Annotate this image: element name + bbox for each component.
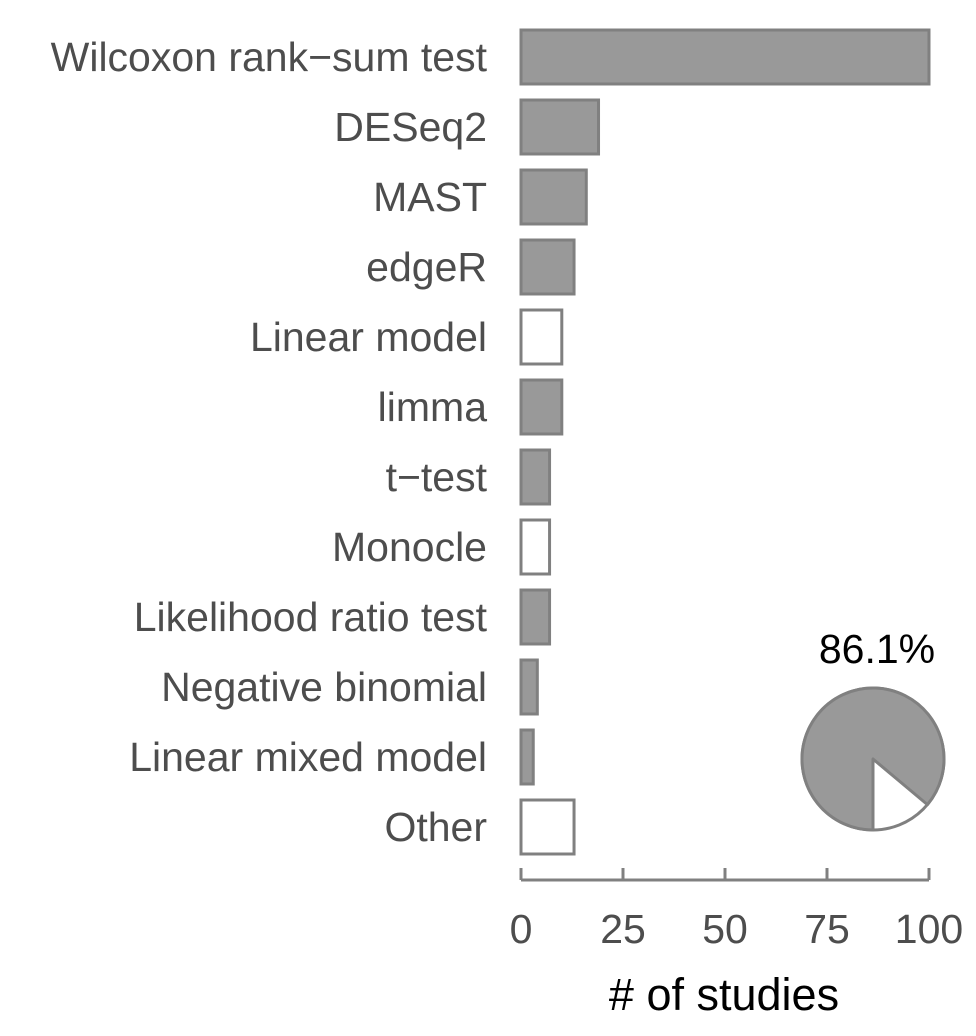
category-label: Negative binomial (161, 664, 487, 710)
inset-pie-chart: 86.1% (800, 626, 946, 832)
category-label: Wilcoxon rank−sum test (51, 34, 488, 80)
category-label: Monocle (332, 524, 487, 570)
bar (519, 378, 564, 436)
x-tick-label: 25 (600, 906, 646, 952)
bar (519, 308, 564, 366)
bar (519, 798, 576, 856)
category-label: MAST (373, 174, 487, 220)
bar (519, 658, 539, 716)
bar (519, 518, 552, 576)
bar (519, 448, 552, 506)
category-label: Likelihood ratio test (134, 594, 488, 640)
x-axis-title: # of studies (609, 969, 839, 1020)
x-tick-label: 50 (702, 906, 748, 952)
category-label: limma (378, 384, 488, 430)
x-axis: 0 25 50 75 100 (510, 868, 963, 952)
category-label: Other (384, 804, 487, 850)
category-label: Linear model (250, 314, 487, 360)
bar (519, 728, 535, 786)
category-label: Linear mixed model (129, 734, 487, 780)
bar (519, 588, 552, 646)
category-labels-group: Wilcoxon rank−sum test DESeq2 MAST edgeR Lin… (51, 34, 488, 850)
bar (519, 28, 931, 86)
bar (519, 98, 601, 156)
x-tick-label: 100 (895, 906, 963, 952)
pie-slice-filled (800, 686, 946, 832)
bar (519, 168, 588, 226)
category-label: edgeR (366, 244, 487, 290)
bar (519, 238, 576, 296)
pie-percentage-label: 86.1% (819, 626, 935, 672)
bars-group (519, 28, 931, 856)
category-label: DESeq2 (334, 104, 487, 150)
x-tick-label: 0 (510, 906, 533, 952)
category-label: t−test (386, 454, 488, 500)
x-tick-label: 75 (804, 906, 850, 952)
